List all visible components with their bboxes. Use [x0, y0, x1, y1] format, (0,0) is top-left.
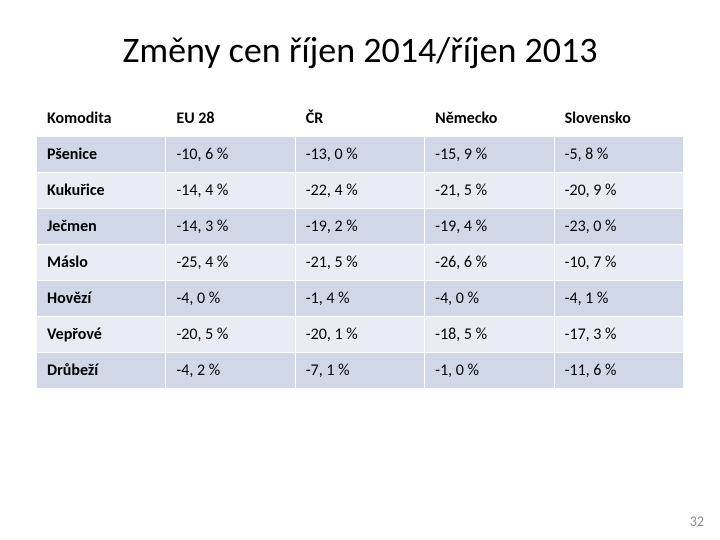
- cell-commodity: Máslo: [37, 245, 166, 281]
- cell-commodity: Drůbeží: [37, 353, 166, 389]
- cell-commodity: Kukuřice: [37, 173, 166, 209]
- cell-value: -4, 0 %: [425, 281, 554, 317]
- cell-commodity: Ječmen: [37, 209, 166, 245]
- col-cr: ČR: [295, 101, 424, 137]
- cell-value: -20, 1 %: [295, 317, 424, 353]
- cell-commodity: Hovězí: [37, 281, 166, 317]
- cell-value: -1, 4 %: [295, 281, 424, 317]
- col-nemecko: Německo: [425, 101, 554, 137]
- cell-value: -7, 1 %: [295, 353, 424, 389]
- cell-value: -26, 6 %: [425, 245, 554, 281]
- table-row: Vepřové -20, 5 % -20, 1 % -18, 5 % -17, …: [37, 317, 684, 353]
- price-change-table: Komodita EU 28 ČR Německo Slovensko Pšen…: [36, 100, 684, 389]
- cell-value: -19, 2 %: [295, 209, 424, 245]
- cell-value: -5, 8 %: [554, 137, 683, 173]
- cell-value: -13, 0 %: [295, 137, 424, 173]
- table-row: Hovězí -4, 0 % -1, 4 % -4, 0 % -4, 1 %: [37, 281, 684, 317]
- cell-value: -19, 4 %: [425, 209, 554, 245]
- cell-value: -1, 0 %: [425, 353, 554, 389]
- table-row: Pšenice -10, 6 % -13, 0 % -15, 9 % -5, 8…: [37, 137, 684, 173]
- table-row: Drůbeží -4, 2 % -7, 1 % -1, 0 % -11, 6 %: [37, 353, 684, 389]
- cell-value: -20, 9 %: [554, 173, 683, 209]
- col-slovensko: Slovensko: [554, 101, 683, 137]
- cell-value: -4, 0 %: [166, 281, 295, 317]
- table-row: Kukuřice -14, 4 % -22, 4 % -21, 5 % -20,…: [37, 173, 684, 209]
- cell-value: -10, 7 %: [554, 245, 683, 281]
- cell-value: -10, 6 %: [166, 137, 295, 173]
- cell-commodity: Vepřové: [37, 317, 166, 353]
- table-row: Ječmen -14, 3 % -19, 2 % -19, 4 % -23, 0…: [37, 209, 684, 245]
- table-header-row: Komodita EU 28 ČR Německo Slovensko: [37, 101, 684, 137]
- cell-commodity: Pšenice: [37, 137, 166, 173]
- table-row: Máslo -25, 4 % -21, 5 % -26, 6 % -10, 7 …: [37, 245, 684, 281]
- cell-value: -23, 0 %: [554, 209, 683, 245]
- cell-value: -14, 3 %: [166, 209, 295, 245]
- cell-value: -14, 4 %: [166, 173, 295, 209]
- slide-title: Změny cen říjen 2014/říjen 2013: [36, 28, 684, 72]
- cell-value: -20, 5 %: [166, 317, 295, 353]
- cell-value: -15, 9 %: [425, 137, 554, 173]
- slide: Změny cen říjen 2014/říjen 2013 Komodita…: [0, 0, 720, 540]
- cell-value: -11, 6 %: [554, 353, 683, 389]
- col-komodita: Komodita: [37, 101, 166, 137]
- cell-value: -21, 5 %: [295, 245, 424, 281]
- cell-value: -4, 2 %: [166, 353, 295, 389]
- cell-value: -25, 4 %: [166, 245, 295, 281]
- cell-value: -21, 5 %: [425, 173, 554, 209]
- cell-value: -17, 3 %: [554, 317, 683, 353]
- cell-value: -22, 4 %: [295, 173, 424, 209]
- page-number: 32: [690, 513, 704, 530]
- col-eu28: EU 28: [166, 101, 295, 137]
- cell-value: -18, 5 %: [425, 317, 554, 353]
- cell-value: -4, 1 %: [554, 281, 683, 317]
